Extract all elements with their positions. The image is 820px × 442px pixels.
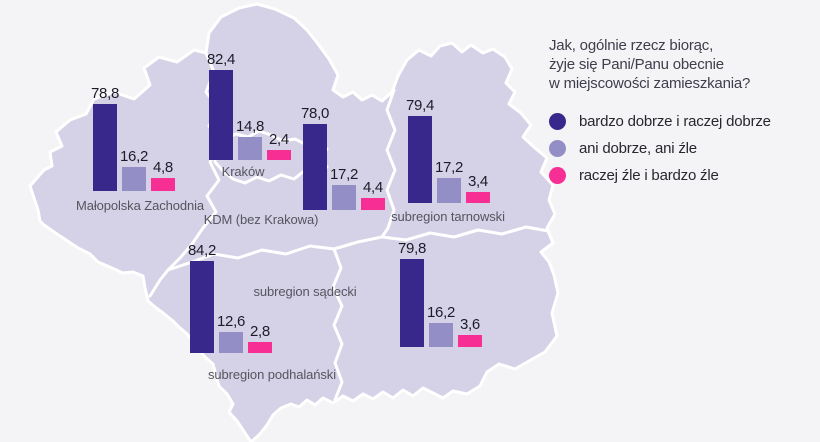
bar-neutral: [332, 185, 356, 210]
region-label-subregion-podhalanski: subregion podhalański: [208, 367, 336, 382]
bar-bad: [151, 178, 175, 191]
bar-neutral: [219, 332, 243, 353]
region-label-subregion-sadecki: subregion sądecki: [253, 284, 357, 299]
legend-items: bardzo dobrze i raczej dobrze ani dobrze…: [549, 108, 813, 189]
bar-value-label: 17,2: [330, 166, 358, 183]
bar-value-label: 84,2: [188, 242, 216, 259]
bar-good: [400, 259, 424, 347]
region-label-subregion-tarnowski: subregion tarnowski: [391, 209, 505, 224]
bar-neutral: [437, 178, 461, 203]
bar-value-label: 3,6: [460, 316, 480, 333]
legend-label-bad: raczej źle i bardzo źle: [579, 167, 719, 184]
legend-dot-good: [549, 113, 566, 130]
bar-value-label: 17,2: [435, 159, 463, 176]
survey-question: Jak, ogólnie rzecz biorąc, żyje się Pani…: [549, 36, 813, 93]
bar-value-label: 2,8: [250, 323, 270, 340]
bar-bad: [248, 342, 272, 353]
bar-value-label: 16,2: [427, 304, 455, 321]
bar-bad: [267, 150, 291, 160]
question-line-1: Jak, ogólnie rzecz biorąc,: [549, 37, 714, 54]
bar-value-label: 4,8: [153, 159, 173, 176]
legend-item-bad: raczej źle i bardzo źle: [549, 162, 813, 189]
bar-value-label: 78,8: [91, 85, 119, 102]
bar-good: [209, 70, 233, 160]
legend-item-neutral: ani dobrze, ani źle: [549, 135, 813, 162]
bar-value-label: 3,4: [468, 173, 488, 190]
bar-bad: [466, 192, 490, 203]
bar-value-label: 12,6: [217, 313, 245, 330]
bar-value-label: 4,4: [363, 179, 383, 196]
legend-dot-bad: [549, 167, 566, 184]
border-kdm-south-subregions: [166, 225, 555, 272]
bar-neutral: [122, 167, 146, 191]
legend-dot-neutral: [549, 140, 566, 157]
legend-item-good: bardzo dobrze i raczej dobrze: [549, 108, 813, 135]
region-label-kdm-bez-krakowa: KDM (bez Krakowa): [203, 212, 319, 227]
bar-neutral: [429, 323, 453, 347]
question-line-3: w miejscowości zamieszkania?: [549, 75, 751, 92]
bar-value-label: 2,4: [269, 131, 289, 148]
legend-panel: Jak, ogólnie rzecz biorąc, żyje się Pani…: [549, 36, 813, 189]
bar-good: [303, 124, 327, 210]
region-label-malopolska-zachodnia: Małopolska Zachodnia: [75, 198, 205, 213]
bar-bad: [361, 198, 385, 210]
border-podhalanski-sadecki: [331, 247, 344, 402]
bar-value-label: 78,0: [301, 105, 329, 122]
bar-good: [408, 116, 432, 203]
bar-value-label: 82,4: [207, 51, 235, 68]
legend-label-neutral: ani dobrze, ani źle: [579, 140, 697, 157]
bar-value-label: 16,2: [120, 148, 148, 165]
bar-value-label: 79,8: [398, 240, 426, 257]
bar-bad: [458, 335, 482, 347]
border-kdm-tarnowski: [380, 88, 397, 239]
bar-neutral: [238, 137, 262, 160]
legend-label-good: bardzo dobrze i raczej dobrze: [579, 113, 771, 130]
bar-value-label: 14,8: [236, 118, 264, 135]
region-label-krakow: Kraków: [221, 164, 265, 179]
bar-value-label: 79,4: [406, 97, 434, 114]
bar-good: [93, 104, 117, 191]
question-line-2: żyje się Pani/Panu obecnie: [549, 56, 724, 73]
bar-good: [190, 261, 214, 353]
